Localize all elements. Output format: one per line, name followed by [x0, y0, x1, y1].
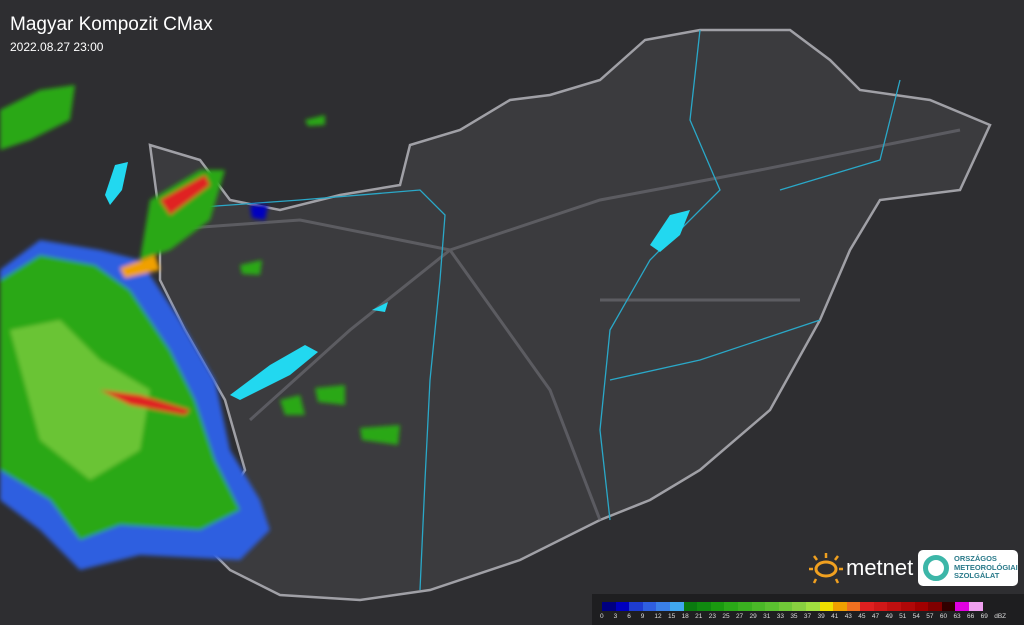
legend-label: 33: [776, 613, 784, 620]
legend-swatch: [955, 602, 970, 611]
legend-label: 45: [858, 613, 866, 620]
legend-label: 3: [613, 613, 618, 620]
legend-swatch: [656, 602, 670, 611]
omsz-logo: ORSZÁGOS METEOROLÓGIAI SZOLGÁLAT: [918, 550, 1018, 586]
legend-label: 27: [735, 613, 744, 620]
legend-swatch: [669, 602, 684, 611]
legend-swatch: [914, 602, 929, 611]
legend-label: 66: [967, 613, 975, 620]
lake-tisza: [650, 210, 690, 252]
legend-color-bar: [602, 602, 983, 611]
legend-swatch: [629, 602, 643, 611]
legend-swatch: [765, 602, 779, 611]
legend-label: 25: [722, 613, 730, 620]
legend-swatch: [642, 602, 657, 611]
legend-label: 31: [763, 613, 771, 620]
omsz-line-2: METEOROLÓGIAI: [954, 562, 1018, 572]
legend-label: 21: [695, 613, 703, 620]
legend-swatch: [697, 602, 711, 611]
metnet-logo: metnet: [808, 552, 913, 584]
lake-neusiedl: [105, 162, 128, 205]
legend-swatch: [833, 602, 847, 611]
legend-label: 6: [627, 613, 631, 620]
omsz-ring-icon: [923, 555, 949, 581]
legend-swatch: [928, 602, 942, 611]
legend-label: 0: [600, 613, 604, 620]
lake-balaton: [230, 345, 318, 400]
legend-swatch: [792, 602, 806, 611]
legend-swatch: [805, 602, 820, 611]
legend-swatch: [901, 602, 915, 611]
legend-swatch: [602, 602, 616, 611]
rivers: [159, 29, 901, 591]
sun-icon: [809, 553, 843, 584]
legend-label: 9: [640, 613, 645, 620]
legend-label: 49: [885, 613, 893, 620]
omsz-line-1: ORSZÁGOS: [954, 554, 997, 564]
logos: metnet ORSZÁGOS METEOROLÓGIAI SZOLGÁLAT: [808, 550, 1020, 588]
legend-label: 54: [912, 613, 920, 620]
legend-swatch: [615, 602, 630, 611]
legend-swatch: [873, 602, 888, 611]
legend-label: 51: [899, 613, 907, 620]
legend-swatch: [737, 602, 752, 611]
legend-label: 39: [817, 613, 825, 620]
legend-label: 29: [749, 613, 757, 620]
radar-echoes: [0, 85, 400, 570]
legend-swatch: [683, 602, 698, 611]
roads: [159, 128, 961, 521]
legend-label: 43: [844, 613, 852, 620]
legend-label: 57: [926, 613, 934, 620]
legend-label: 47: [871, 613, 880, 620]
map-timestamp: 2022.08.27 23:00: [10, 40, 104, 54]
legend-label: 60: [939, 613, 948, 620]
legend-swatch: [710, 602, 725, 611]
legend-label: 69: [980, 613, 988, 620]
legend-unit: dBZ: [994, 613, 1007, 620]
legend-label: 12: [654, 613, 662, 620]
hungary-outline: [148, 28, 992, 602]
legend-labels: 0 3 6 9 12 15 18 21 23 25 27 29 31 33 35 37 39 41 43 45 47 49…: [600, 613, 1008, 620]
legend-swatch: [860, 602, 874, 611]
legend-swatch: [941, 602, 956, 611]
lakes: [105, 162, 690, 400]
legend-swatch: [724, 602, 738, 611]
legend-swatch: [969, 602, 983, 611]
legend-swatch: [887, 602, 902, 611]
legend-label: 35: [790, 613, 798, 620]
omsz-line-3: SZOLGÁLAT: [954, 571, 1000, 581]
metnet-text: metnet: [846, 555, 914, 580]
legend-swatch: [819, 602, 834, 611]
legend-label: 41: [831, 613, 839, 620]
map-title: Magyar Kompozit CMax: [10, 14, 213, 35]
dbz-legend: 0 3 6 9 12 15 18 21 23 25 27 29 31 33 35 37 39 41 43 45 47 49…: [592, 594, 1024, 625]
legend-swatch: [751, 602, 766, 611]
legend-label: 63: [953, 613, 961, 620]
legend-label: 15: [667, 613, 676, 620]
legend-label: 37: [803, 613, 812, 620]
legend-label: 23: [708, 613, 716, 620]
legend-label: 18: [681, 613, 689, 620]
legend-swatch: [846, 602, 861, 611]
legend-swatch: [778, 602, 793, 611]
